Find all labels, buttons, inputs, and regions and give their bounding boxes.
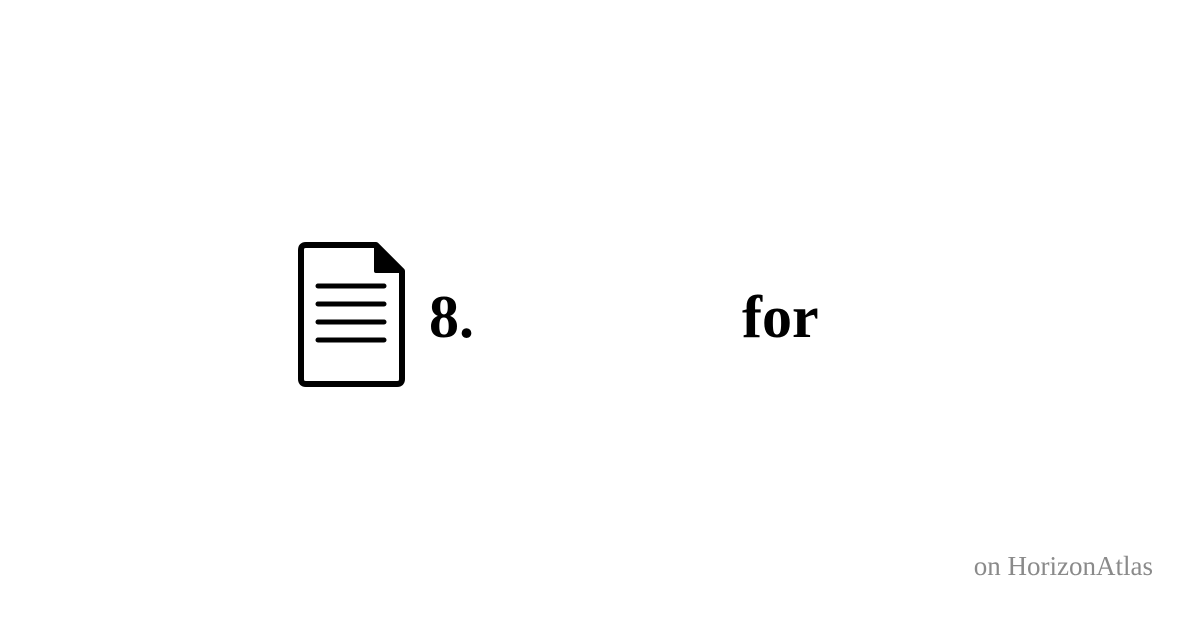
title-number: 8. xyxy=(429,284,474,350)
footer-brand: on HorizonAtlas xyxy=(973,551,1153,581)
title-word: for xyxy=(742,284,819,350)
document-icon xyxy=(296,240,408,390)
